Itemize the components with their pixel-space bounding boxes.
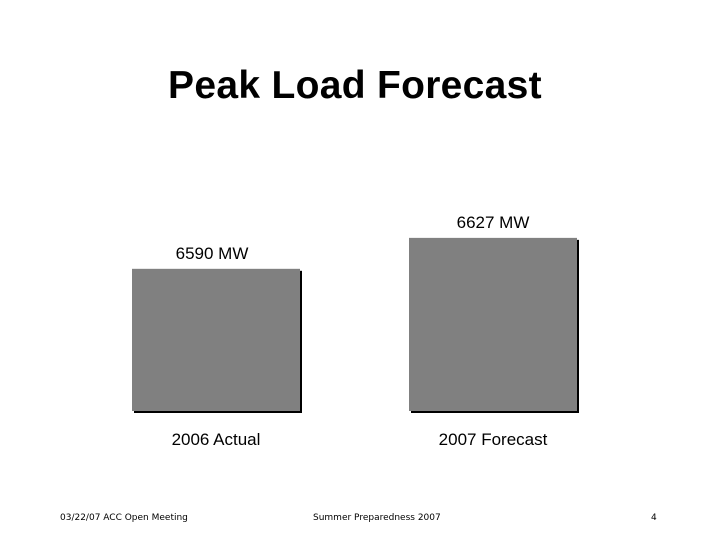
footer-presentation-label: Summer Preparedness 2007 xyxy=(313,513,441,523)
bar xyxy=(409,237,577,411)
bar-value-label: 6590 MW xyxy=(176,244,249,263)
category-label: 2007 Forecast xyxy=(439,430,548,449)
page-number: 4 xyxy=(651,513,657,523)
footer-meeting-label: 03/22/07 ACC Open Meeting xyxy=(60,513,188,523)
category-label: 2006 Actual xyxy=(172,430,261,449)
bar-value-label: 6627 MW xyxy=(457,213,530,232)
slide-title: Peak Load Forecast xyxy=(168,64,542,107)
bar xyxy=(132,268,300,411)
